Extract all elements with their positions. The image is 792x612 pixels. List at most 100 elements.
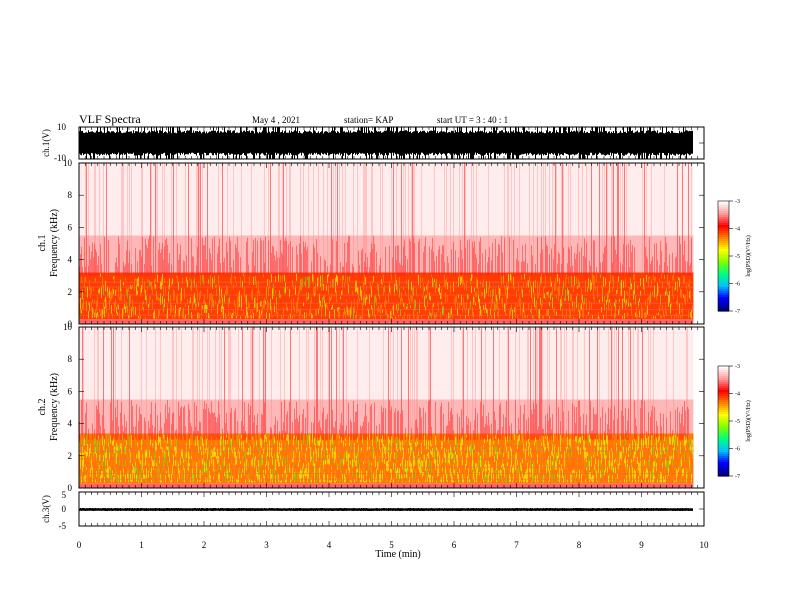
ch1-spectrogram-colorbar-swatch xyxy=(718,241,729,244)
ch2-spectrogram-colorbar-swatch xyxy=(718,426,729,429)
ch1-spectrogram-colorbar-swatch xyxy=(718,229,729,232)
ch2-spectrogram-colorbar-swatch xyxy=(718,392,729,395)
ch1-ytick-bottom: -10 xyxy=(54,153,66,163)
ch2-spectrogram-colorbar-swatch xyxy=(718,440,729,443)
ch1-spectrogram-colorbar-swatch xyxy=(718,217,729,220)
ch2-spectrogram-colorbar-swatch xyxy=(718,470,729,473)
ch1-spectrogram-colorbar-swatch xyxy=(718,215,729,218)
ch2-spectrogram-colorbar-swatch xyxy=(718,414,729,417)
time-axis: 0 1 2 3 4 5 6 7 8 9 10 xyxy=(77,540,709,550)
ch3-waveform-ticks xyxy=(78,492,705,526)
ch1-spectrogram-colorbar-swatch xyxy=(718,225,729,228)
ch1-spectrogram-colorbar-swatch xyxy=(718,209,729,212)
ch2-spectrogram-colorbar-swatch xyxy=(718,442,729,445)
ch2-spectrogram-colorbar-swatch xyxy=(718,386,729,389)
ch2-spectrogram-colorbar-swatch xyxy=(718,432,729,435)
ch1-spectrogram-colorbar-swatch xyxy=(718,271,729,274)
ch1-spectrogram-colorbar-tick-label: -7 xyxy=(735,309,740,315)
ch1-spectrogram-colorbar-swatch xyxy=(718,281,729,284)
ch1-spectrogram-colorbar-swatch xyxy=(718,301,729,304)
ch1-spectrogram-colorbar-swatch xyxy=(718,307,729,310)
ch1-spectrogram-colorbar-swatch xyxy=(718,219,729,222)
ch3-waveform-panel: 5 0 -5 ch.3(V) xyxy=(41,490,705,531)
ch1-spectrogram-colorbar-tick-label: -5 xyxy=(735,254,740,260)
ch2-spectrogram-colorbar-swatch xyxy=(718,472,729,475)
ch2-spectrogram-colorbar-swatch xyxy=(718,460,729,463)
ch2-spectrogram-colorbar-swatch xyxy=(718,434,729,437)
ch2-spectrogram-colorbar-swatch xyxy=(718,452,729,455)
ch2-spectrogram-colorbar-tick-label: -3 xyxy=(735,364,740,370)
ch2-spectrogram-colorbar-swatch xyxy=(718,430,729,433)
ch2-spectrogram-colorbar-swatch xyxy=(718,444,729,447)
ch1-ytick-top: 10 xyxy=(57,122,67,132)
ch1-spectrogram-colorbar-swatch xyxy=(718,205,729,208)
ch2-spectrogram-colorbar-swatch xyxy=(718,382,729,385)
ch1-waveform-ticks xyxy=(78,127,705,159)
ch1-spectrogram-colorbar-swatch xyxy=(718,255,729,258)
ch2-spectrogram-colorbar-swatch xyxy=(718,458,729,461)
ch2-spectrogram-colorbar-swatch xyxy=(718,394,729,397)
ch2-spectrogram-colorbar-tick-label: -6 xyxy=(735,447,740,453)
ch2-spectrogram-colorbar-swatch xyxy=(718,438,729,441)
ch2-spectrogram-colorbar-swatch xyxy=(718,406,729,409)
time-tick-label: 0 xyxy=(77,540,82,550)
ch1-spectrogram-colorbar-swatch xyxy=(718,279,729,282)
ch2-spectrogram-ytick-label: 0 xyxy=(68,483,73,493)
ch2-spectrogram-colorbar-swatch xyxy=(718,380,729,383)
ch1-spectrogram-colorbar-swatch xyxy=(718,305,729,308)
ch2-spectrogram-ytick-label: 10 xyxy=(63,322,73,332)
ch1-spectrogram-colorbar-swatch xyxy=(718,227,729,230)
ch1-spectrogram-colorbar-swatch xyxy=(718,275,729,278)
ch1-waveform-ylabel: ch.1(V) xyxy=(41,129,51,157)
ch1-spectrogram-colorbar-swatch xyxy=(718,247,729,250)
ch1-spectrogram-colorbar-swatch xyxy=(718,277,729,280)
ch1-spectrogram-colorbar-swatch xyxy=(718,211,729,214)
ch1-spectrogram-colorbar-swatch xyxy=(718,265,729,268)
date-label: May 4 , 2021 xyxy=(252,115,300,125)
ch2-spectrogram-colorbar-tick-label: -4 xyxy=(735,392,740,398)
ch2-spectrogram-colorbar-tick-label: -7 xyxy=(735,474,740,480)
ch1-spectrogram-ylabel-channel: ch.1 xyxy=(37,235,48,252)
ch2-spectrogram-ytick-label: 2 xyxy=(68,451,73,461)
ch1-spectrogram-colorbar-swatch xyxy=(718,261,729,264)
ch1-spectrogram-colorbar-swatch xyxy=(718,231,729,234)
ch1-spectrogram-colorbar-swatch xyxy=(718,293,729,296)
ch2-spectrogram-ticks xyxy=(78,326,705,489)
ch1-spectrogram-colorbar-swatch xyxy=(718,289,729,292)
ch1-spectrogram-colorbar-swatch xyxy=(718,309,729,312)
ch1-spectrogram-colorbar-swatch xyxy=(718,203,729,206)
ch2-spectrogram-colorbar-swatch xyxy=(718,464,729,467)
ch1-spectrogram-colorbar-swatch xyxy=(718,299,729,302)
ch1-colorbar-label: log(PSD)(V²/Hz) xyxy=(745,235,752,276)
ch2-spectrogram-ytick-label: 8 xyxy=(68,354,73,364)
ch2-spectrogram-band xyxy=(79,327,694,400)
ch1-spectrogram-colorbar-swatch xyxy=(718,239,729,242)
ch1-spectrogram-heatmap xyxy=(79,163,694,324)
ch1-spectrogram-colorbar-swatch xyxy=(718,269,729,272)
ch2-colorbar: -3 -4 -5 -6 -7 log(PSD)(V²/Hz) xyxy=(717,364,752,480)
ch1-spectrogram-colorbar-tick-label: -4 xyxy=(735,227,740,233)
time-axis-label: Time (min) xyxy=(375,549,420,560)
ch1-spectrogram-band xyxy=(79,163,694,236)
ch2-spectrogram-colorbar-swatch xyxy=(718,408,729,411)
ch2-spectrogram-colorbar-swatch xyxy=(718,474,729,477)
ch1-spectrogram-colorbar-swatch xyxy=(718,287,729,290)
ch1-spectrogram-colorbar-swatch xyxy=(718,259,729,262)
ch2-spectrogram-colorbar-swatch xyxy=(718,400,729,403)
ch1-spectrogram-colorbar-tick-label: -6 xyxy=(735,282,740,288)
ch1-spectrogram-panel: 0 2 4 6 8 10 ch.1 Frequency (kHz) xyxy=(37,158,705,329)
ch1-spectrogram-colorbar-swatch xyxy=(718,245,729,248)
time-tick-label: 2 xyxy=(202,540,207,550)
ch2-spectrogram-colorbar-swatch xyxy=(718,366,729,369)
ch2-spectrogram-colorbar-swatch xyxy=(718,448,729,451)
time-tick-label: 7 xyxy=(514,540,519,550)
ch1-spectrogram-colorbar-swatch xyxy=(718,263,729,266)
ch1-spectrogram-colorbar-swatch xyxy=(718,251,729,254)
ch1-spectrogram-colorbar-swatch xyxy=(718,257,729,260)
ch1-spectrogram-colorbar-swatch xyxy=(718,213,729,216)
ch2-spectrogram-ytick-label: 6 xyxy=(68,386,73,396)
ch2-spectrogram-colorbar-tick-label: -5 xyxy=(735,419,740,425)
time-tick-label: 9 xyxy=(639,540,644,550)
ch2-spectrogram-colorbar-swatch xyxy=(718,422,729,425)
